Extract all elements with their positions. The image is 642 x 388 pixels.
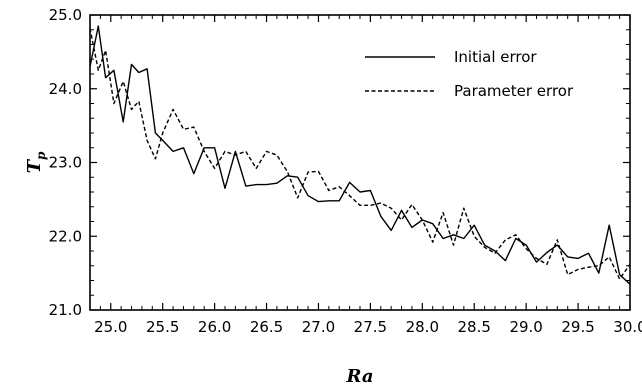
- x-tick-label: 28.0: [406, 318, 439, 336]
- x-tick-label: 26.5: [250, 318, 283, 336]
- x-tick-label: 29.0: [509, 318, 542, 336]
- y-tick-label: 25.0: [49, 6, 82, 24]
- series-line-initial-error: [89, 25, 631, 285]
- y-axis-label-subscript: p: [34, 151, 48, 160]
- x-tick-label: 25.5: [146, 318, 179, 336]
- y-axis-label: Tp: [24, 151, 48, 173]
- x-tick-label: 26.0: [198, 318, 231, 336]
- x-tick-label: 30.0: [613, 318, 642, 336]
- x-tick-label: 28.5: [458, 318, 491, 336]
- x-axis-label: Ra: [345, 366, 373, 387]
- x-tick-label: 25.0: [94, 318, 127, 336]
- y-tick-label: 24.0: [49, 80, 82, 98]
- legend: Initial error Parameter error: [365, 48, 574, 100]
- y-tick-label: 22.0: [49, 227, 82, 245]
- x-tick-label: 27.5: [354, 318, 387, 336]
- legend-label-initial-error: Initial error: [454, 48, 537, 66]
- x-tick-label: 29.5: [561, 318, 594, 336]
- axes: 25.0 25.5 26.0 26.5 27.0 27.5 28.0 28.5 29.0 29.5…: [24, 6, 642, 387]
- legend-label-parameter-error: Parameter error: [454, 82, 574, 100]
- plot-frame: [89, 14, 631, 311]
- series-line-parameter-error: [89, 28, 631, 280]
- y-tick-label: 23.0: [49, 154, 82, 172]
- x-tick-label: 27.0: [302, 318, 335, 336]
- y-axis-label-main: T: [24, 158, 45, 173]
- y-tick-label: 21.0: [49, 301, 82, 319]
- plot-area: [89, 25, 631, 285]
